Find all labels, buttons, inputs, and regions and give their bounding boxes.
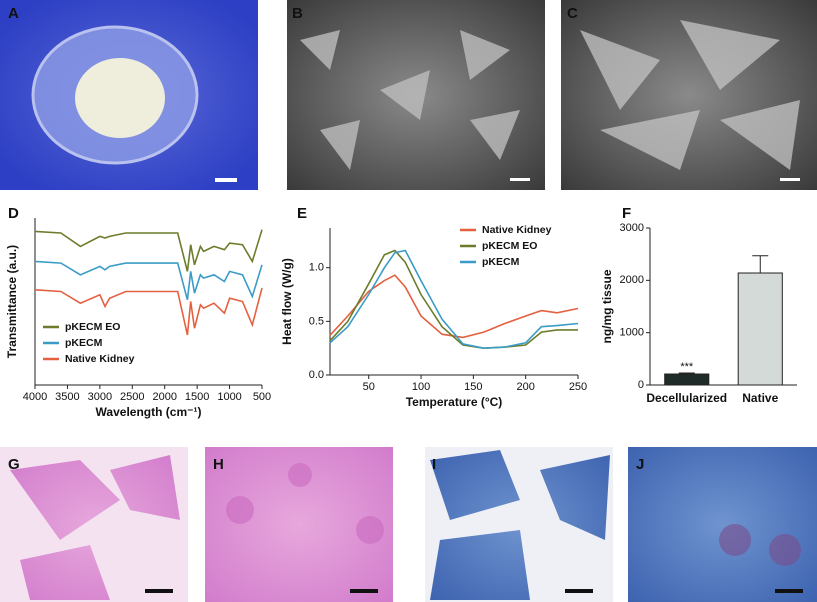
- histo-i: [425, 447, 613, 602]
- bar-annotation: ***: [680, 361, 694, 373]
- x-tick-label: 500: [253, 391, 271, 403]
- x-axis-label: Wavelength (cm⁻¹): [96, 405, 202, 419]
- error-bar: [678, 372, 695, 375]
- series-line: [329, 249, 578, 350]
- panel-label: H: [213, 456, 224, 473]
- x-tick-label: 200: [516, 381, 534, 393]
- series-line: [329, 249, 579, 350]
- panel-label: I: [432, 456, 436, 473]
- panel-label: A: [8, 5, 19, 22]
- x-tick-label: Native: [742, 391, 778, 405]
- x-tick-label: 3500: [55, 391, 79, 403]
- panel-label: E: [297, 205, 307, 222]
- series-line: [34, 260, 263, 301]
- series-line: [329, 274, 579, 339]
- legend-label: pKECM: [482, 256, 520, 268]
- x-tick-label: 100: [412, 381, 430, 393]
- series-line: [34, 287, 263, 336]
- x-tick-label: 1500: [185, 391, 209, 403]
- y-tick-label: 2000: [620, 274, 644, 286]
- y-tick-label: 0.5: [309, 315, 324, 327]
- legend-label: pKECM EO: [65, 321, 120, 333]
- legend-label: Native Kidney: [482, 224, 552, 236]
- error-bar: [752, 255, 769, 274]
- photo-a: [0, 0, 258, 190]
- sem-c: [561, 0, 817, 190]
- x-tick-label: Decellularized: [646, 391, 727, 405]
- histo-j: [628, 447, 817, 602]
- x-tick-label: 2000: [152, 391, 176, 403]
- histo-g: [0, 447, 188, 602]
- x-tick-label: 50: [363, 381, 375, 393]
- legend-label: Native Kidney: [65, 353, 135, 365]
- y-tick-label: 0: [638, 379, 644, 391]
- histo-h: [205, 447, 393, 602]
- y-axis-label: Heat flow (W/g): [280, 258, 294, 345]
- y-tick-label: 1000: [620, 327, 644, 339]
- panel-label: G: [8, 456, 20, 473]
- panel-label: J: [636, 456, 644, 473]
- x-tick-label: 1000: [217, 391, 241, 403]
- series-line: [34, 229, 263, 272]
- panel-label: B: [292, 5, 303, 22]
- y-axis-label: ng/mg tissue: [600, 269, 614, 343]
- legend-label: pKECM EO: [482, 240, 537, 252]
- x-tick-label: 2500: [120, 391, 144, 403]
- bar: [737, 272, 783, 386]
- panel-label: F: [622, 205, 631, 222]
- y-tick-label: 1.0: [309, 262, 324, 274]
- y-axis-label: Transmittance (a.u.): [5, 245, 19, 358]
- panel-label: C: [567, 5, 578, 22]
- sem-b: [287, 0, 545, 190]
- panel-label: D: [8, 205, 19, 222]
- legend-label: pKECM: [65, 337, 103, 349]
- x-tick-label: 250: [569, 381, 587, 393]
- y-tick-label: 3000: [620, 222, 644, 234]
- x-tick-label: 150: [464, 381, 482, 393]
- x-tick-label: 3000: [88, 391, 112, 403]
- bar: [664, 373, 710, 386]
- x-tick-label: 4000: [23, 391, 47, 403]
- x-axis-label: Temperature (°C): [406, 395, 503, 409]
- y-tick-label: 0.0: [309, 369, 324, 381]
